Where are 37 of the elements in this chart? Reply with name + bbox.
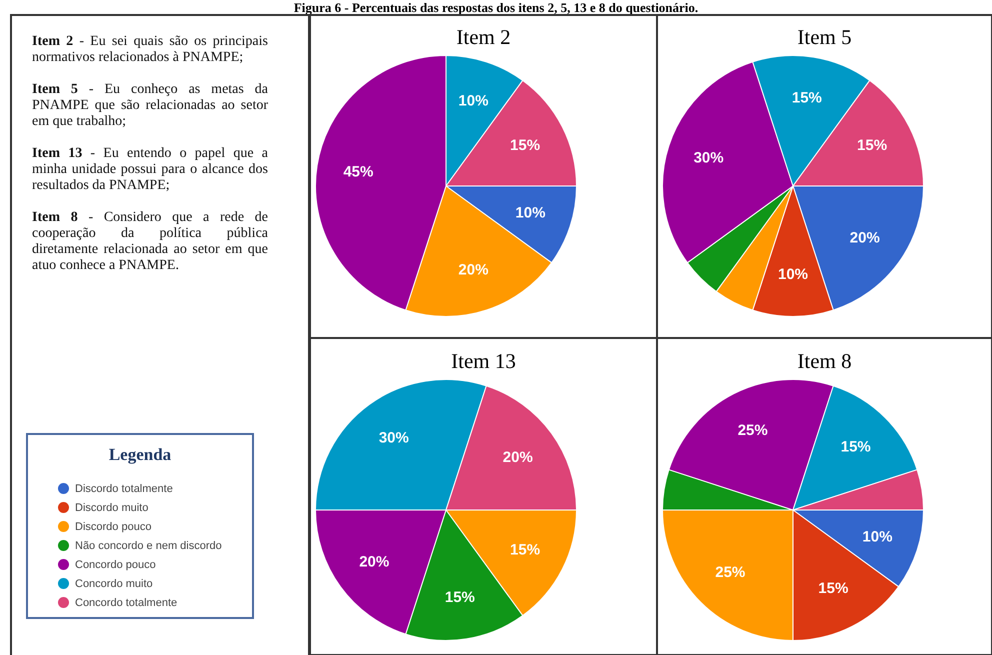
text: Item 2 - Eu sei quais são os principais normativos relacionados à PNAMPE;	[32, 34, 268, 66]
data-label: 10%	[515, 204, 546, 222]
data-label: 15%	[818, 580, 848, 598]
legend-label: Não concordo e nem discordo	[75, 540, 222, 552]
legend-label: Concordo pouco	[75, 558, 156, 570]
data-label: 30%	[378, 429, 409, 446]
data-label: 25%	[738, 422, 768, 440]
legend-title: Legenda	[108, 445, 172, 465]
chart-title: Item 5	[796, 25, 853, 51]
data-label: 25%	[715, 564, 746, 581]
legend-label: Discordo pouco	[75, 520, 152, 532]
chart-title: Item 13	[450, 349, 517, 375]
data-label: 45%	[343, 163, 374, 180]
chart-title: Item 8	[796, 349, 853, 375]
data-label: 20%	[502, 448, 533, 466]
text: Item 5 - Eu conheço as metas da PNAMPE que são relacionadas ao setor em que trabalho;	[32, 82, 268, 130]
data-label: 15%	[444, 588, 475, 606]
text: Figura 6 - Percentuais das respostas dos itens 2, 5, 13 e 8 do questionário.	[292, 0, 700, 16]
legend-label: Concordo totalmente	[75, 596, 178, 608]
legend-label: Concordo muito	[75, 578, 153, 590]
data-label: 15%	[840, 438, 871, 456]
text: Item 8 - Considero que a rede de cooperação da política pública diretamente relacionada ao setor em que atuo conhece a PNAMPE.	[32, 210, 268, 274]
data-label: 15%	[510, 541, 540, 558]
data-label: 10%	[778, 266, 808, 283]
data-label: 15%	[792, 89, 822, 106]
data-label: 15%	[510, 136, 540, 154]
text: Item 13 - Eu entendo o papel que a minha unidade possui para o alcance dos resultados da PNAMPE;	[32, 146, 268, 194]
chart-title: Item 2	[455, 25, 512, 51]
data-label: 15%	[857, 136, 888, 154]
legend-label: Discordo totalmente	[75, 482, 173, 494]
data-label: 30%	[694, 150, 724, 167]
data-label: 10%	[862, 528, 892, 546]
data-label: 10%	[458, 92, 488, 110]
data-label: 20%	[458, 262, 488, 279]
data-label: 20%	[359, 553, 390, 570]
data-label: 20%	[850, 229, 880, 246]
legend-label: Discordo muito	[75, 502, 148, 514]
